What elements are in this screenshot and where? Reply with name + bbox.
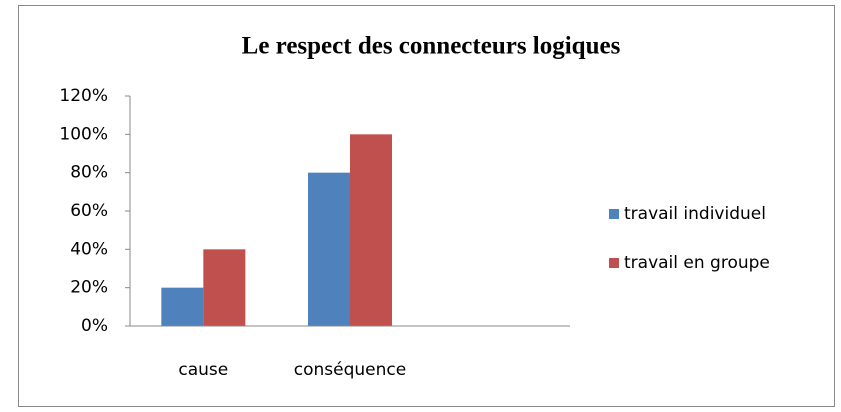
bar bbox=[350, 134, 392, 326]
chart-border bbox=[18, 5, 835, 407]
legend-swatch bbox=[609, 209, 619, 219]
y-tick-label: 40% bbox=[70, 239, 108, 259]
y-tick-label: 20% bbox=[70, 278, 108, 298]
chart-title: Le respect des connecteurs logiques bbox=[242, 33, 621, 60]
x-tick-label: cause bbox=[178, 360, 228, 380]
x-tick-label: conséquence bbox=[294, 360, 406, 380]
legend-label: travail en groupe bbox=[624, 253, 770, 273]
y-tick-label: 0% bbox=[81, 316, 108, 336]
bar bbox=[308, 172, 350, 326]
bar bbox=[161, 287, 204, 326]
legend-swatch bbox=[609, 258, 619, 268]
y-tick-label: 120% bbox=[59, 86, 108, 106]
y-tick-label: 80% bbox=[70, 163, 108, 183]
bar bbox=[203, 249, 246, 326]
y-tick-label: 100% bbox=[59, 124, 108, 144]
legend-label: travail individuel bbox=[624, 204, 766, 224]
y-tick-label: 60% bbox=[70, 201, 108, 221]
